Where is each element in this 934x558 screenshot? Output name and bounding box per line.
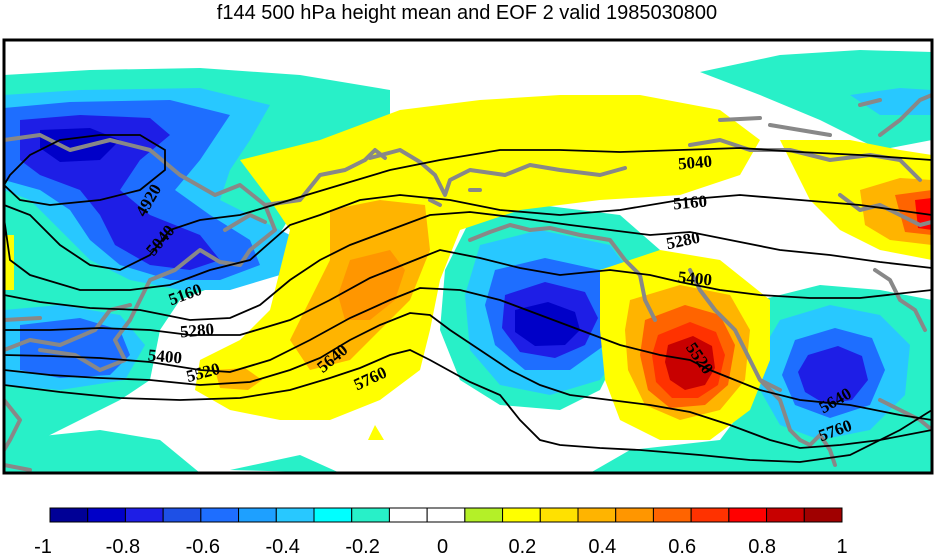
- contour-5160: [4, 194, 932, 291]
- shade-neg02-ne: [700, 50, 932, 150]
- map-frame: [2, 38, 934, 475]
- contour-5280: [4, 211, 932, 321]
- coast-se: [878, 398, 932, 432]
- coast-japan: [223, 213, 267, 232]
- colorbar-swatch: [539, 507, 579, 523]
- colorbar-swatch: [426, 507, 466, 523]
- map-title: f144 500 hPa height mean and EOF 2 valid…: [216, 2, 718, 24]
- coast-mexico: [688, 268, 802, 442]
- colorbar-swatch: [200, 507, 240, 523]
- contour-label-5400: 5400: [677, 268, 713, 290]
- coast-w-south: [4, 398, 32, 472]
- colorbar-tick-label: -0.4: [265, 536, 299, 558]
- coast-east-asia: [38, 203, 277, 372]
- height-contours: [4, 134, 932, 463]
- shade-pos10-sc: [665, 336, 715, 390]
- colorbar-swatch: [388, 507, 428, 523]
- coast-north-america: [468, 223, 532, 242]
- colorbar-swatch: [124, 507, 164, 523]
- colorbar-tick-label: -0.8: [106, 536, 140, 558]
- coast-aleutians: [363, 153, 482, 207]
- contour-4920: [4, 134, 166, 206]
- colorbar-tick-label: 0.8: [748, 536, 776, 558]
- contour-5520: [4, 287, 932, 421]
- colorbar-swatch: [238, 507, 277, 523]
- shade-pos02-w: [4, 235, 14, 290]
- colorbar-swatch: [313, 507, 353, 523]
- eof-shading: [4, 40, 932, 473]
- coast-central-america: [798, 433, 837, 467]
- contour-label-5040: 5040: [677, 152, 713, 174]
- shade-pos02-spike: [368, 425, 384, 440]
- colorbar: -1 -0.8 -0.6 -0.4 -0.2 0 0.2 0.4 0.6 0.8 1: [34, 507, 848, 558]
- colorbar-swatch: [464, 507, 504, 523]
- colorbar-swatch: [351, 507, 390, 523]
- colorbar-tick-label: 1: [836, 536, 847, 558]
- colorbar-tick-label: -0.6: [186, 536, 220, 558]
- colorbar-swatch: [728, 507, 768, 523]
- coast-east: [873, 268, 927, 332]
- colorbar-swatch: [162, 507, 202, 523]
- contour-label-5160: 5160: [672, 192, 708, 214]
- shade-neg10-central: [515, 302, 580, 346]
- coastlines: [4, 93, 932, 472]
- colorbar-swatch: [615, 507, 654, 523]
- shade-neg02-sw: [4, 430, 200, 473]
- coast-greenland: [878, 93, 932, 182]
- colorbar-tick-label: 0.2: [508, 536, 536, 558]
- colorbar-tick-label: -1: [34, 536, 52, 558]
- colorbar-swatch: [502, 507, 541, 523]
- colorbar-swatch: [49, 507, 89, 523]
- shade-neg10-nw: [40, 128, 120, 162]
- colorbar-tick-label: 0.4: [588, 536, 616, 558]
- contour-5040-west: [4, 147, 932, 271]
- colorbar-tick-label: 0: [437, 536, 448, 558]
- colorbar-tick-label: -0.2: [345, 536, 379, 558]
- colorbar-swatch: [766, 507, 805, 523]
- contour-5760: [4, 349, 932, 463]
- coast-asia-north: [4, 133, 387, 207]
- shade-neg08-se: [798, 346, 868, 404]
- colorbar-swatch: [803, 507, 843, 523]
- colorbar-tick-label: 0.6: [668, 536, 696, 558]
- colorbar-swatch: [690, 507, 730, 523]
- contour-5640: [4, 312, 932, 449]
- colorbar-swatch: [652, 507, 692, 523]
- coast-alaska: [368, 148, 627, 197]
- contour-label-5280: 5280: [179, 320, 215, 342]
- shade-neg02-s: [230, 455, 340, 473]
- contour-5400: [4, 249, 932, 336]
- coast-north-america-west: [528, 226, 657, 322]
- shade-pos04-sw: [215, 368, 262, 390]
- shade-neg06-w: [20, 318, 130, 378]
- coast-arctic-islands: [688, 98, 902, 162]
- shade-pos06-central: [338, 250, 405, 320]
- colorbar-swatch: [577, 507, 617, 523]
- colorbar-swatch: [275, 507, 315, 523]
- colorbar-swatch: [87, 507, 126, 523]
- contour-label-5400: 5400: [147, 346, 183, 368]
